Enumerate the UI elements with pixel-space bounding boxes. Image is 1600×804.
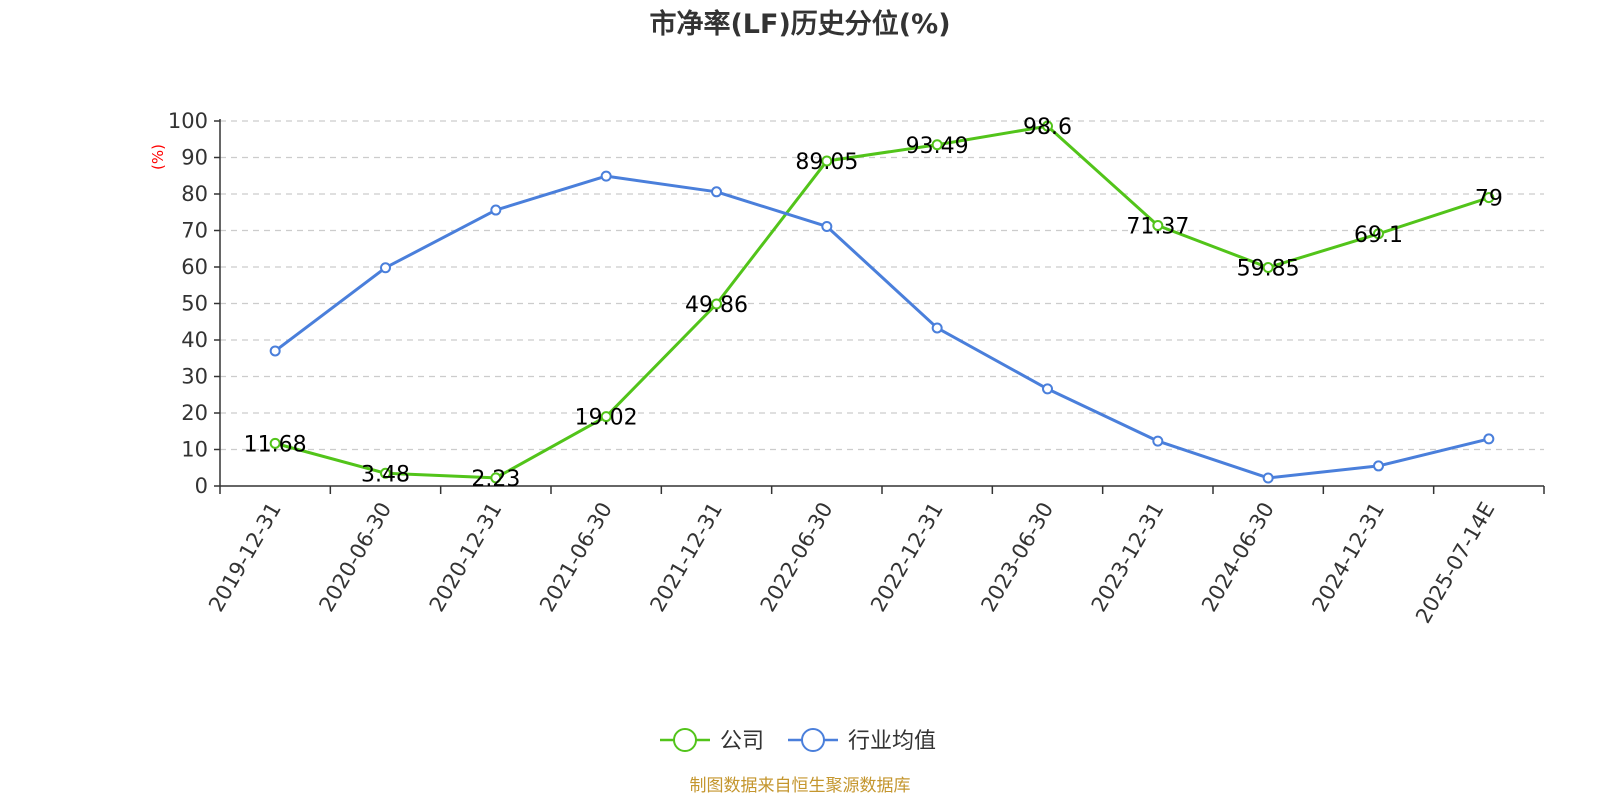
chart-title: 市净率(LF)历史分位(%) — [649, 8, 950, 40]
data-point — [711, 298, 722, 310]
data-point — [269, 345, 281, 357]
x-tick-label: 2021-12-31 — [645, 498, 727, 616]
data-label: 49.86 — [685, 293, 748, 318]
data-label: 69.1 — [1354, 223, 1403, 248]
data-label: 19.02 — [575, 406, 638, 431]
y-tick-label: 40 — [181, 328, 208, 352]
data-label: 89.05 — [795, 150, 858, 175]
legend-marker-icon — [801, 728, 825, 752]
legend-item[interactable]: 行业均值 — [788, 728, 936, 754]
x-tick-label: 2022-06-30 — [756, 498, 838, 616]
data-point — [490, 472, 502, 484]
x-tick-label: 2021-06-30 — [535, 498, 617, 616]
grid-lines — [220, 120, 1544, 451]
data-point — [711, 186, 722, 198]
data-point — [1042, 383, 1053, 395]
data-point — [600, 170, 612, 182]
source-note: 制图数据来自恒生聚源数据库 — [690, 776, 911, 796]
data-label: 79 — [1475, 187, 1503, 212]
data-labels: 11.68 3.48 2.23 19.02 49.86 89.05 93.49 98.6 71.… — [244, 115, 1503, 492]
data-label: 98.6 — [1023, 115, 1072, 140]
data-point — [1152, 435, 1164, 447]
y-tick-label: 50 — [181, 292, 208, 316]
data-point — [931, 322, 943, 334]
data-point — [1262, 262, 1274, 274]
y-tick-label: 60 — [181, 255, 208, 279]
series-layer — [269, 120, 1495, 484]
legend-item[interactable]: 公司 — [660, 728, 764, 754]
data-label: 3.48 — [361, 462, 410, 487]
y-tick-label: 20 — [181, 401, 208, 425]
series-line-1 — [274, 174, 1490, 480]
data-label: 71.37 — [1126, 214, 1189, 239]
data-label: 2.23 — [471, 467, 520, 492]
data-point — [1483, 433, 1495, 445]
y-axis-label: (%) — [149, 144, 167, 170]
x-tick-label: 2020-06-30 — [314, 498, 396, 616]
y-tick-label: 10 — [181, 438, 208, 462]
legend-label: 公司 — [720, 729, 764, 754]
legend-marker-icon — [673, 728, 697, 752]
x-tick-label: 2024-12-31 — [1307, 498, 1389, 616]
data-point — [600, 411, 612, 423]
data-point — [380, 467, 391, 479]
x-tick-label: 2024-06-30 — [1197, 498, 1279, 616]
data-point — [1373, 228, 1384, 240]
x-tick-label: 2022-12-31 — [866, 498, 948, 616]
y-tick-label: 0 — [195, 474, 208, 498]
x-tick-label: 2023-06-30 — [976, 498, 1058, 616]
y-tick-label: 90 — [181, 146, 208, 170]
y-tick-label: 70 — [181, 219, 208, 243]
data-point — [1262, 472, 1274, 484]
x-tick-label: 2020-12-31 — [425, 498, 507, 616]
data-point — [821, 220, 833, 232]
data-point — [1042, 120, 1053, 132]
data-point — [931, 139, 943, 151]
data-point — [269, 437, 281, 449]
x-tick-label: 2019-12-31 — [204, 498, 286, 616]
data-point — [380, 262, 391, 274]
data-point — [821, 155, 833, 167]
legend[interactable]: 公司 行业均值 — [660, 728, 936, 754]
data-label: 11.68 — [244, 432, 307, 457]
data-label: 93.49 — [906, 134, 969, 159]
x-tick-label: 2025-07-14E — [1411, 498, 1499, 627]
y-tick-label: 80 — [181, 182, 208, 206]
y-tick-label: 30 — [181, 365, 208, 389]
legend-label: 行业均值 — [848, 729, 936, 754]
data-point — [1373, 460, 1384, 472]
y-tick-label: 100 — [168, 109, 208, 133]
x-tick-label: 2023-12-31 — [1087, 498, 1169, 616]
data-point — [1152, 219, 1164, 231]
data-point — [1483, 192, 1495, 204]
series-line-0 — [274, 124, 1490, 480]
data-point — [490, 204, 502, 216]
data-label: 59.85 — [1237, 257, 1300, 282]
axes: 0 10 20 30 40 50 60 70 80 90 100 2019-12-31 2020-06-… — [168, 109, 1545, 627]
